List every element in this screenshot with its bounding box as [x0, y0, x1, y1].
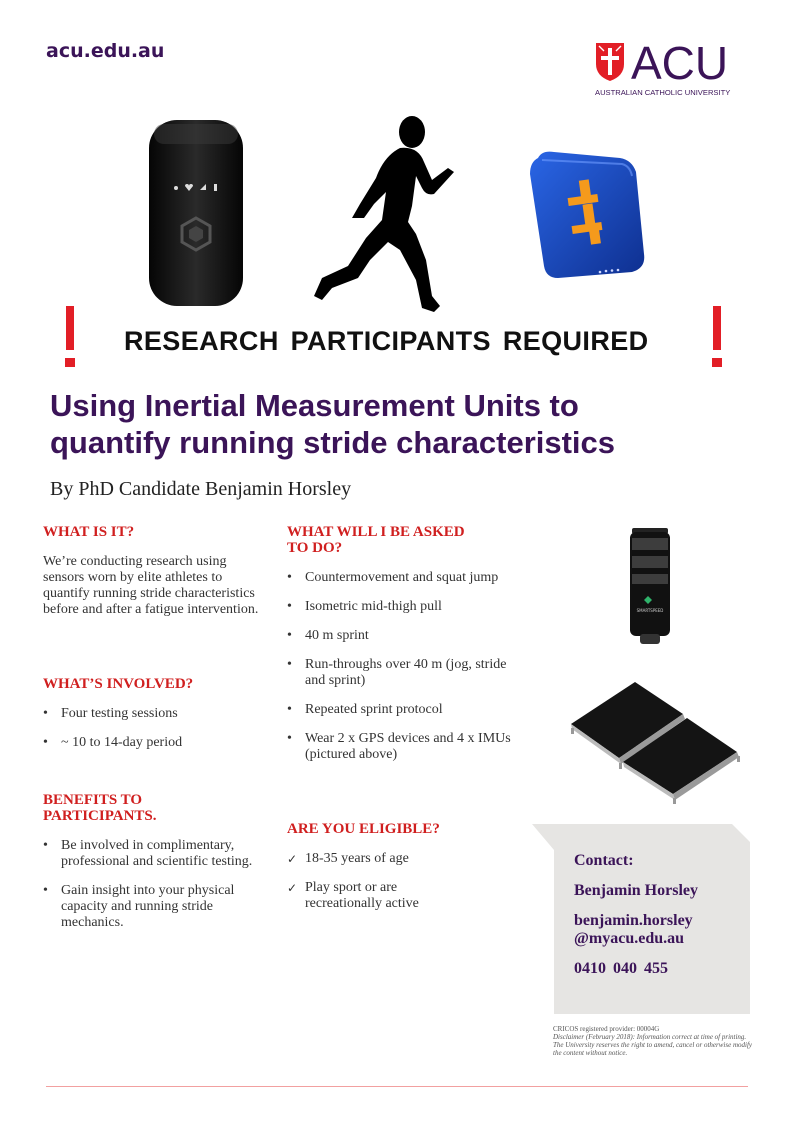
list-item: 40 m sprint [287, 628, 512, 644]
acu-logo: ACU AUSTRALIAN CATHOLIC UNIVERSITY [595, 37, 755, 102]
asked-heading-line-2: TO DO? [287, 540, 343, 556]
list-item: Play sport or are recreationally active [287, 880, 467, 912]
list-item: Isometric mid-thigh pull [287, 599, 512, 615]
list-item: Four testing sessions [43, 706, 263, 722]
asked-to-do-heading: WHAT WILL I BE ASKED TO DO? [287, 524, 465, 556]
heart-icon [185, 184, 193, 191]
contact-box-background [532, 824, 750, 1014]
logo-wordmark: ACU [631, 37, 729, 89]
study-title: Using Inertial Measurement Units to quan… [50, 387, 750, 461]
contact-name: Benjamin Horsley [574, 882, 698, 899]
byline: By PhD Candidate Benjamin Horsley [50, 478, 352, 500]
asked-to-do-list: Countermovement and squat jump Isometric… [287, 570, 512, 763]
footnote: CRICOS registered provider: 00004G Discl… [553, 1025, 753, 1057]
signal-icon [200, 184, 206, 190]
benefits-heading: BENEFITS TO PARTICIPANTS. [43, 792, 157, 824]
eligible-list: 18-35 years of age Play sport or are rec… [287, 851, 467, 912]
contact-email-line-2[interactable]: @myacu.edu.au [574, 930, 685, 947]
whats-involved-heading: WHAT’S INVOLVED? [43, 676, 194, 692]
exclamation-icon-right [711, 306, 725, 368]
list-item: Be involved in complimentary, profession… [43, 838, 268, 870]
gps-status-icons [174, 184, 217, 191]
eligible-heading: ARE YOU ELIGIBLE? [287, 821, 440, 837]
asked-heading-line-1: WHAT WILL I BE ASKED [287, 524, 465, 540]
exclamation-icon-left [64, 306, 78, 368]
smartspeed-timing-gate-image: SMARTSPEED [630, 528, 670, 644]
imu-sensor-image [530, 151, 645, 278]
list-item: Gain insight into your physical capacity… [43, 883, 268, 931]
force-plates-image [571, 682, 740, 804]
benefits-heading-line-1: BENEFITS TO [43, 792, 143, 808]
list-item: Countermovement and squat jump [287, 570, 512, 586]
study-title-line-2: quantify running stride characteristics [50, 425, 616, 460]
contact-email-line-1[interactable]: benjamin.horsley [574, 912, 693, 929]
disclaimer-text: Disclaimer (February 2018): Information … [553, 1033, 753, 1057]
benefits-heading-line-2: PARTICIPANTS. [43, 808, 157, 824]
gps-device-image [149, 120, 243, 306]
contact-email[interactable]: benjamin.horsley @myacu.edu.au [574, 912, 698, 948]
list-item: Wear 2 x GPS devices and 4 x IMUs (pictu… [287, 731, 512, 763]
list-item: Run-throughs over 40 m (jog, stride and … [287, 657, 512, 689]
footer-divider [46, 1086, 748, 1087]
acu-shield-icon [596, 43, 624, 81]
list-item: ~ 10 to 14-day period [43, 735, 263, 751]
whats-involved-list: Four testing sessions ~ 10 to 14-day per… [43, 706, 263, 751]
what-is-it-heading: WHAT IS IT? [43, 524, 135, 540]
cricos-text: CRICOS registered provider: 00004G [553, 1025, 660, 1033]
list-item: Repeated sprint protocol [287, 702, 512, 718]
study-title-line-1: Using Inertial Measurement Units to [50, 388, 579, 423]
benefits-list: Be involved in complimentary, profession… [43, 838, 268, 931]
contact-label: Contact: [574, 852, 634, 869]
contact-phone[interactable]: 0410 040 455 [574, 960, 668, 977]
what-is-it-text: We’re conducting research using sensors … [43, 554, 259, 617]
logo-subtitle: AUSTRALIAN CATHOLIC UNIVERSITY [595, 88, 731, 97]
location-icon [174, 186, 178, 190]
smartspeed-label: SMARTSPEED [637, 608, 664, 613]
runner-silhouette-image [314, 116, 454, 312]
list-item: 18-35 years of age [287, 851, 467, 867]
site-url[interactable]: acu.edu.au [46, 40, 165, 62]
battery-icon [214, 184, 217, 191]
contact-block: Contact: Benjamin Horsley benjamin.horsl… [574, 852, 698, 978]
banner-heading: RESEARCH PARTICIPANTS REQUIRED [124, 326, 649, 356]
